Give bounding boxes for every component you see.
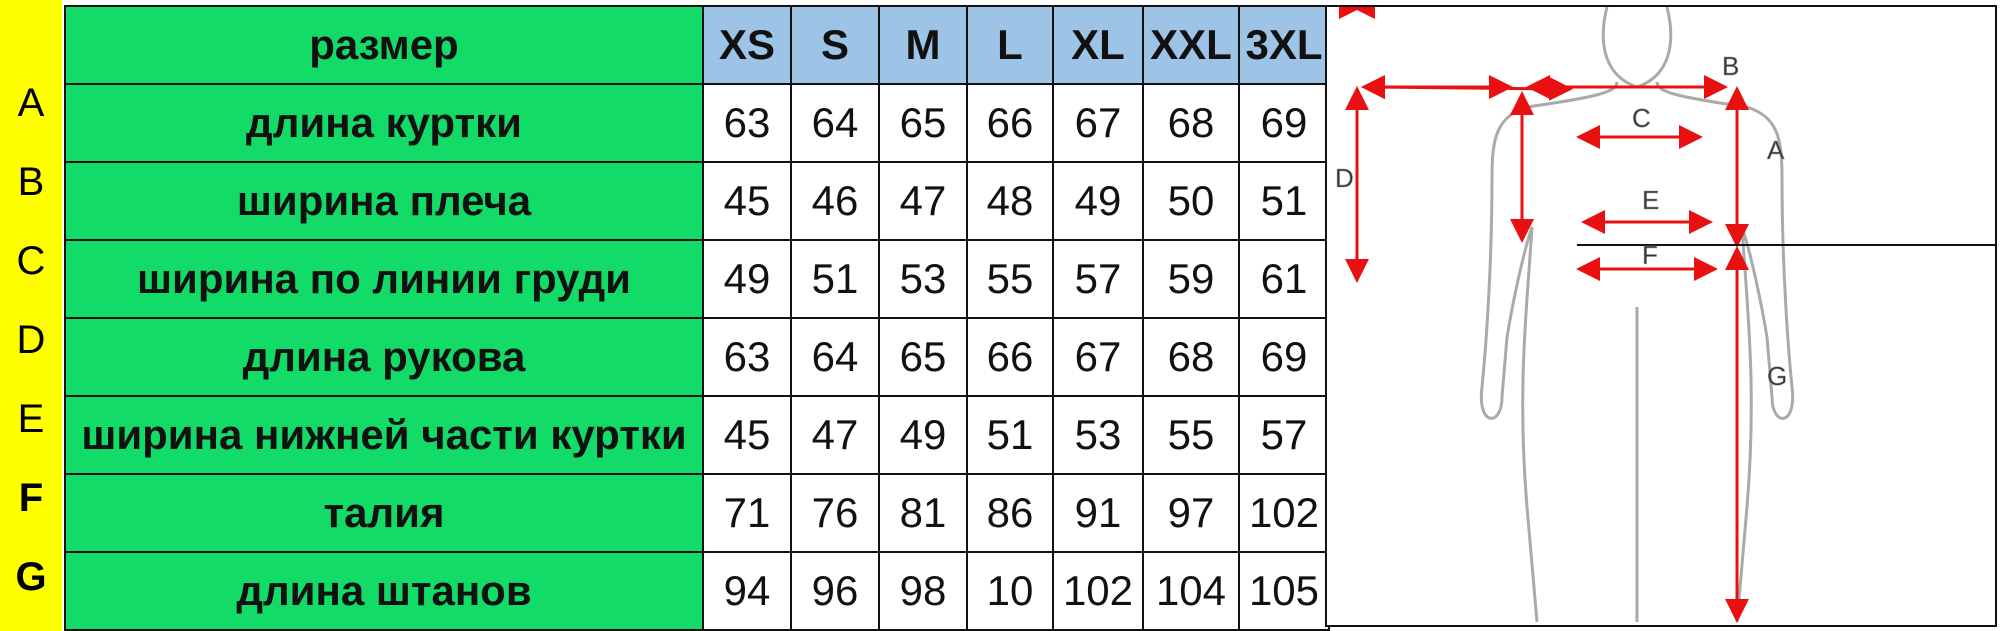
size-value: 67: [1052, 317, 1144, 397]
size-value: 64: [790, 83, 880, 163]
size-header: M: [878, 5, 968, 85]
size-value: 50: [1142, 161, 1240, 241]
figure-label-c: C: [1632, 103, 1651, 133]
size-value: 63: [702, 317, 792, 397]
table-row: длина штанов 94 96 98 10 102 104 105: [64, 551, 1330, 631]
size-value: 46: [790, 161, 880, 241]
body-silhouette: [1479, 6, 1795, 623]
measurement-label: ширина по линии груди: [64, 239, 704, 319]
header-label: размер: [64, 5, 704, 85]
figure-label-d: D: [1335, 163, 1354, 193]
size-value: 104: [1142, 551, 1240, 631]
size-value: 55: [966, 239, 1054, 319]
size-value: 65: [878, 83, 968, 163]
size-value: 81: [878, 473, 968, 553]
size-value: 55: [1142, 395, 1240, 475]
size-value: 76: [790, 473, 880, 553]
size-header: XXL: [1142, 5, 1240, 85]
size-value: 66: [966, 317, 1054, 397]
figure-label-b: B: [1722, 51, 1739, 81]
size-value: 67: [1052, 83, 1144, 163]
size-value: 91: [1052, 473, 1144, 553]
size-value: 57: [1052, 239, 1144, 319]
figure-label-g: G: [1767, 361, 1787, 391]
size-value: 53: [1052, 395, 1144, 475]
measurement-label: длина куртки: [64, 83, 704, 163]
row-letter: G: [15, 555, 47, 599]
size-value: 102: [1238, 473, 1330, 553]
size-value: 49: [878, 395, 968, 475]
size-value: 96: [790, 551, 880, 631]
figure-label-a: A: [1767, 135, 1785, 165]
row-letter: F: [18, 476, 44, 520]
size-value: 57: [1238, 395, 1330, 475]
size-table: размер XS S M L XL XXL 3XL длина куртки 6…: [64, 5, 1330, 631]
header-row: размер XS S M L XL XXL 3XL: [64, 5, 1330, 85]
size-value: 45: [702, 161, 792, 241]
size-value: 51: [790, 239, 880, 319]
size-value: 64: [790, 317, 880, 397]
table-row: ширина плеча 45 46 47 48 49 50 51: [64, 161, 1330, 241]
size-value: 94: [702, 551, 792, 631]
size-header: XS: [702, 5, 792, 85]
size-value: 51: [1238, 161, 1330, 241]
measurement-label: длина рукова: [64, 317, 704, 397]
size-value: 102: [1052, 551, 1144, 631]
size-header: XL: [1052, 5, 1144, 85]
size-value: 66: [966, 83, 1054, 163]
size-header: 3XL: [1238, 5, 1330, 85]
size-value: 69: [1238, 83, 1330, 163]
size-value: 97: [1142, 473, 1240, 553]
size-value: 51: [966, 395, 1054, 475]
figure-label-f: F: [1642, 240, 1658, 270]
measurement-label: длина штанов: [64, 551, 704, 631]
size-value: 68: [1142, 83, 1240, 163]
table-row: длина рукова 63 64 65 66 67 68 69: [64, 317, 1330, 397]
size-value: 48: [966, 161, 1054, 241]
measurement-label: ширина нижней части куртки: [64, 395, 704, 475]
size-value: 68: [1142, 317, 1240, 397]
size-value: 61: [1238, 239, 1330, 319]
size-value: 47: [790, 395, 880, 475]
table-row: талия 71 76 81 86 91 97 102: [64, 473, 1330, 553]
size-value: 71: [702, 473, 792, 553]
table-row: ширина нижней части куртки 45 47 49 51 53 55 57: [64, 395, 1330, 475]
size-header: S: [790, 5, 880, 85]
size-value: 47: [878, 161, 968, 241]
size-header: L: [966, 5, 1054, 85]
size-value: 86: [966, 473, 1054, 553]
measurement-label: талия: [64, 473, 704, 553]
row-letter: C: [16, 239, 46, 283]
table-row: длина куртки 63 64 65 66 67 68 69: [64, 83, 1330, 163]
size-value: 59: [1142, 239, 1240, 319]
size-value: 10: [966, 551, 1054, 631]
body-measurement-figure: B C A D E F G: [1325, 5, 1997, 627]
row-letter: E: [17, 397, 45, 441]
row-letter: D: [16, 318, 46, 362]
size-value: 53: [878, 239, 968, 319]
size-value: 98: [878, 551, 968, 631]
table-row: ширина по линии груди 49 51 53 55 57 59 61: [64, 239, 1330, 319]
size-value: 45: [702, 395, 792, 475]
size-value: 49: [1052, 161, 1144, 241]
size-value: 49: [702, 239, 792, 319]
row-letter: B: [17, 160, 45, 204]
row-letter: A: [17, 81, 45, 125]
letter-column: [0, 0, 62, 631]
size-value: 105: [1238, 551, 1330, 631]
measurement-label: ширина плеча: [64, 161, 704, 241]
size-value: 69: [1238, 317, 1330, 397]
size-value: 63: [702, 83, 792, 163]
figure-label-e: E: [1642, 185, 1659, 215]
size-value: 65: [878, 317, 968, 397]
